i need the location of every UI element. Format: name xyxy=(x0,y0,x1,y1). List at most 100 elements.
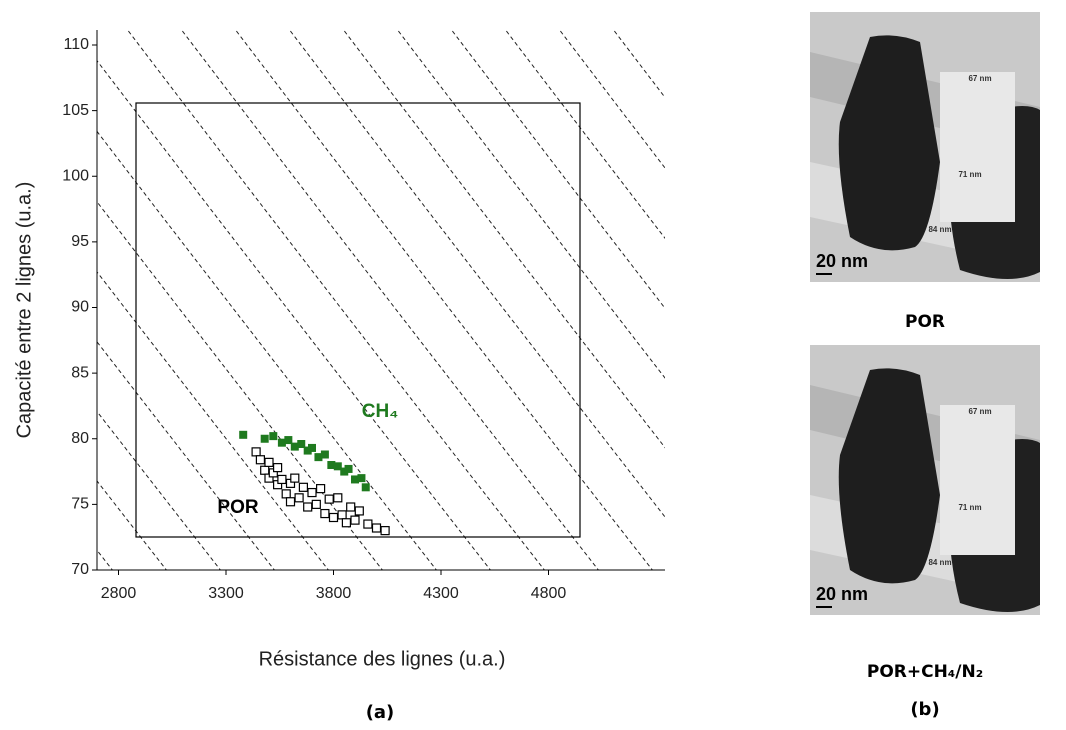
point xyxy=(239,430,248,439)
point xyxy=(290,473,300,483)
point xyxy=(307,487,317,498)
y-tick-label: 70 xyxy=(71,561,89,578)
scale-label: 20 nm xyxy=(816,251,868,271)
x-axis-title: Résistance des lignes (u.a.) xyxy=(259,648,506,670)
image-caption: POR+CH₄/N₂ xyxy=(867,662,983,682)
point xyxy=(320,450,329,459)
plot xyxy=(239,430,390,536)
y-tick-label: 95 xyxy=(71,233,89,250)
line-cross-section xyxy=(838,35,940,251)
point xyxy=(260,434,269,443)
line-cross-section xyxy=(838,368,940,584)
iso-line xyxy=(97,271,330,570)
iso-line xyxy=(288,30,665,518)
point xyxy=(303,446,312,455)
dimension-label: 84 nm xyxy=(928,558,951,567)
dimension-label: 67 nm xyxy=(968,407,991,416)
point xyxy=(255,455,265,465)
point xyxy=(284,436,293,445)
point xyxy=(311,499,321,509)
iso-line xyxy=(97,410,222,570)
point xyxy=(354,506,364,516)
iso-line xyxy=(97,200,384,570)
y-tick-label: 110 xyxy=(63,36,89,53)
iso-contours xyxy=(97,30,665,570)
point xyxy=(308,443,316,452)
point xyxy=(341,518,351,528)
iso-line xyxy=(97,59,492,570)
point xyxy=(328,512,339,523)
point xyxy=(324,494,334,504)
iso-line xyxy=(504,30,665,240)
point xyxy=(337,510,347,520)
iso-line xyxy=(234,30,654,570)
point xyxy=(277,438,286,447)
point xyxy=(269,432,278,441)
dimension-label: 84 nm xyxy=(928,225,951,234)
point xyxy=(314,453,323,462)
point xyxy=(264,457,274,467)
iso-line xyxy=(612,30,665,99)
series-label: CH₄ xyxy=(362,401,399,422)
y-tick-label: 85 xyxy=(71,364,89,381)
panel-label: (b) xyxy=(910,699,939,720)
point xyxy=(346,502,356,512)
point xyxy=(371,523,382,533)
y-tick-label: 105 xyxy=(62,102,89,119)
tem-image: 67 nm 71 nm 84 nm 20 nm xyxy=(810,345,1040,615)
point xyxy=(350,515,360,525)
point xyxy=(344,464,353,473)
image-caption: POR xyxy=(905,312,945,332)
tem-image: 67 nm 71 nm 84 nm 20 nm xyxy=(810,12,1040,282)
point xyxy=(290,442,299,451)
iso-line xyxy=(342,30,665,449)
point xyxy=(277,474,287,485)
point xyxy=(363,519,373,529)
iso-line xyxy=(558,30,665,169)
point xyxy=(357,474,366,483)
point xyxy=(294,493,304,503)
point xyxy=(361,483,370,492)
point xyxy=(351,475,359,484)
point xyxy=(316,484,326,494)
point xyxy=(273,463,283,473)
point xyxy=(281,489,291,499)
x-tick-label: 2800 xyxy=(101,585,137,602)
point xyxy=(333,462,342,471)
y-tick-label: 100 xyxy=(62,167,89,184)
iso-line xyxy=(97,130,438,570)
dimension-label: 71 nm xyxy=(958,503,981,512)
dimension-label: 71 nm xyxy=(958,170,981,179)
spacing xyxy=(940,72,1015,222)
point xyxy=(251,447,261,457)
scale-label: 20 nm xyxy=(816,584,868,604)
iso-line xyxy=(180,30,600,570)
spacing xyxy=(940,405,1015,555)
x-tick-label: 3300 xyxy=(208,585,244,602)
spec-window xyxy=(135,102,581,538)
point xyxy=(285,497,296,507)
x-tick-label: 4800 xyxy=(531,585,567,602)
point xyxy=(320,508,330,519)
iso-line xyxy=(126,30,546,570)
x-tick-label: 3800 xyxy=(316,585,352,602)
point xyxy=(380,526,390,536)
iso-line xyxy=(450,30,665,310)
dimension-label: 67 nm xyxy=(968,74,991,83)
point xyxy=(298,482,308,492)
point xyxy=(260,465,270,475)
y-tick-label: 80 xyxy=(71,430,89,447)
iso-line xyxy=(396,30,665,379)
point xyxy=(327,461,336,469)
x-tick-label: 4300 xyxy=(423,585,459,602)
y-tick-label: 75 xyxy=(71,496,89,513)
point xyxy=(297,440,306,448)
series-label: POR xyxy=(217,497,258,518)
point xyxy=(340,467,349,476)
y-axis-title: Capacité entre 2 lignes (u.a.) xyxy=(13,182,35,439)
point xyxy=(333,493,343,503)
point xyxy=(303,502,313,512)
panel-label: (a) xyxy=(366,702,395,723)
y-tick-label: 90 xyxy=(71,299,89,316)
